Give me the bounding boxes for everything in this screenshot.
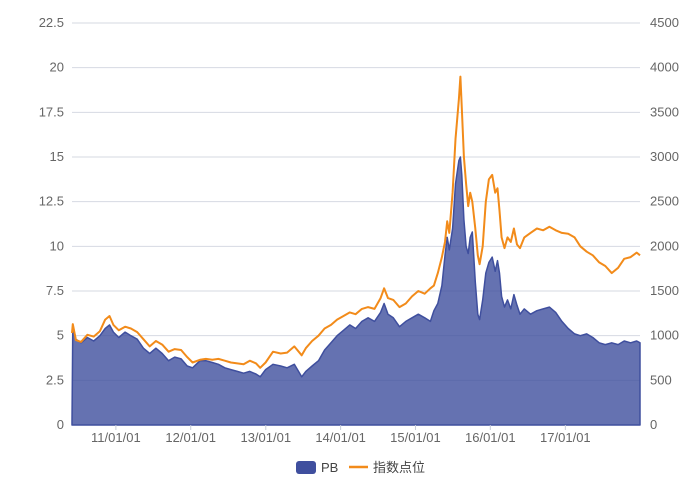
y-right-tick-label: 3000	[650, 149, 679, 164]
y-right-tick-label: 2500	[650, 194, 679, 209]
y-right-tick-label: 0	[650, 417, 657, 432]
legend-label-index: 指数点位	[373, 460, 425, 475]
y-left-tick-label: 15	[50, 149, 64, 164]
x-tick-label: 13/01/01	[240, 430, 291, 445]
y-left-tick-label: 10	[50, 238, 64, 253]
y-left-tick-label: 0	[57, 417, 64, 432]
legend-item-pb[interactable]: PB	[296, 460, 338, 475]
x-axis: 11/01/01 12/01/01 13/01/01 14/01/01 15/01/01…	[91, 425, 591, 445]
y-right-tick-label: 1500	[650, 283, 679, 298]
y-left-tick-label: 20	[50, 60, 64, 75]
legend-label-pb: PB	[321, 460, 338, 475]
y-left-tick-label: 17.5	[39, 104, 64, 119]
legend-item-index[interactable]: 指数点位	[349, 460, 425, 475]
legend[interactable]: PB 指数点位	[296, 460, 425, 475]
y-right-tick-label: 4000	[650, 60, 679, 75]
x-tick-label: 14/01/01	[315, 430, 366, 445]
y-right-tick-label: 500	[650, 372, 672, 387]
x-tick-label: 12/01/01	[165, 430, 216, 445]
y-left-tick-label: 22.5	[39, 15, 64, 30]
y-left-tick-label: 2.5	[46, 372, 64, 387]
x-tick-label: 11/01/01	[91, 430, 141, 445]
series-pb-area	[71, 156, 641, 426]
y-right-tick-label: 4500	[650, 15, 679, 30]
y-left-tick-label: 12.5	[39, 194, 64, 209]
x-tick-label: 16/01/01	[465, 430, 516, 445]
y-left-tick-label: 7.5	[46, 283, 64, 298]
y-left-tick-label: 5	[57, 328, 64, 343]
y-right-tick-label: 1000	[650, 328, 679, 343]
y-axis-right: 0 500 1000 1500 2000 2500 3000 3500 4000 4500	[650, 15, 679, 432]
y-right-tick-label: 2000	[650, 238, 679, 253]
series-index-line	[71, 75, 641, 369]
pb-area	[71, 156, 641, 426]
y-right-tick-label: 3500	[650, 104, 679, 119]
x-tick-label: 15/01/01	[390, 430, 441, 445]
y-axis-left: 0 2.5 5 7.5 10 12.5 15 17.5 20 22.5	[39, 15, 64, 432]
legend-swatch-pb	[296, 461, 316, 474]
x-tick-label: 17/01/01	[540, 430, 591, 445]
index-line	[71, 75, 641, 369]
